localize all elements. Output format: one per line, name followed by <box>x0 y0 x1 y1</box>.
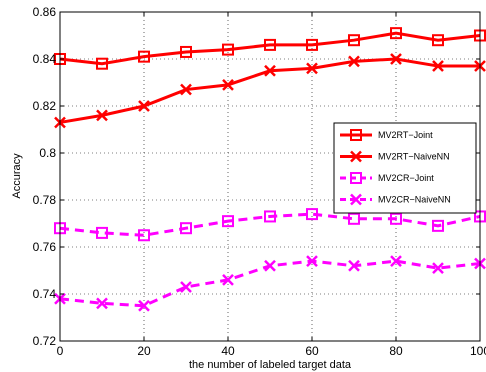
data-point-x-marker <box>350 193 362 206</box>
data-point-square-marker <box>390 27 402 40</box>
data-point-square-marker <box>350 129 362 141</box>
series-0 <box>54 27 486 70</box>
data-point-square-marker <box>138 50 150 63</box>
legend-item: MV2CR−NaiveNN <box>340 193 451 206</box>
data-point-x-marker <box>180 83 192 96</box>
data-point-x-marker <box>264 64 276 77</box>
data-point-square-marker <box>350 172 362 184</box>
data-point-x-marker <box>306 255 318 267</box>
data-point-square-marker <box>222 215 234 228</box>
data-point-square-marker <box>264 210 276 223</box>
data-point-x-marker <box>264 259 276 272</box>
x-axis-label: the number of labeled target data <box>189 359 352 371</box>
data-point-square-marker <box>96 226 108 239</box>
data-point-square-marker <box>180 45 192 58</box>
data-point-x-marker <box>96 109 108 122</box>
legend: MV2RT−Joint MV2RT−NaiveNN MV2CR−Joint MV2CR… <box>333 122 477 214</box>
data-point-x-marker <box>138 100 150 112</box>
series-line <box>59 31 481 66</box>
data-point-x-marker <box>222 274 234 286</box>
legend-label: MV2RT−Joint <box>378 130 433 140</box>
series-layer <box>54 27 486 312</box>
data-point-x-marker <box>348 55 360 68</box>
y-tick-label: 0.8 <box>39 146 56 160</box>
data-point-square-marker <box>432 219 444 232</box>
data-point-x-marker <box>350 150 362 163</box>
x-tick-label: 100 <box>470 344 486 358</box>
data-point-x-marker <box>306 62 318 75</box>
y-tick-label: 0.82 <box>33 99 57 113</box>
legend-label: MV2RT−NaiveNN <box>378 152 450 162</box>
legend-label: MV2CR−Joint <box>378 173 434 183</box>
data-point-square-marker <box>432 34 444 47</box>
legend-item: MV2RT−Joint <box>340 129 433 141</box>
y-tick-label: 0.86 <box>33 5 57 19</box>
legend-item: MV2RT−NaiveNN <box>340 150 450 163</box>
data-point-x-marker <box>348 259 360 272</box>
data-point-square-marker <box>306 208 318 221</box>
x-tick-label: 40 <box>221 344 235 358</box>
data-point-x-marker <box>138 299 150 312</box>
y-tick-label: 0.76 <box>33 240 57 254</box>
axis-ticks: 0 20 40 60 80 100 0.72 0.74 0.76 0.78 0.8 0.82 0.84 0… <box>33 5 486 358</box>
x-tick-label: 60 <box>305 344 319 358</box>
data-point-square-marker <box>348 212 360 225</box>
x-tick-label: 80 <box>389 344 403 358</box>
data-point-square-marker <box>306 38 318 51</box>
data-point-x-marker <box>390 255 402 267</box>
legend-item: MV2CR−Joint <box>340 172 434 184</box>
data-point-x-marker <box>432 60 444 72</box>
data-point-square-marker <box>222 43 234 56</box>
y-tick-label: 0.72 <box>33 334 57 348</box>
legend-label: MV2CR−NaiveNN <box>378 195 451 205</box>
data-point-square-marker <box>96 57 108 70</box>
data-point-square-marker <box>348 34 360 47</box>
x-tick-label: 20 <box>137 344 151 358</box>
data-point-x-marker <box>390 53 402 65</box>
y-tick-label: 0.74 <box>33 287 57 301</box>
data-point-square-marker <box>180 222 192 235</box>
series-line <box>59 212 481 237</box>
data-point-square-marker <box>390 212 402 225</box>
data-point-square-marker <box>264 38 276 51</box>
y-tick-label: 0.84 <box>33 52 57 66</box>
data-point-x-marker <box>180 281 192 293</box>
data-point-square-marker <box>138 229 150 242</box>
data-point-x-marker <box>96 297 108 310</box>
data-point-x-marker <box>222 78 234 91</box>
series-1 <box>54 53 486 129</box>
data-point-x-marker <box>432 262 444 275</box>
y-axis-label: Accuracy <box>11 153 23 199</box>
x-tick-label: 0 <box>57 344 64 358</box>
plot-frame <box>59 11 481 342</box>
y-tick-label: 0.78 <box>33 193 57 207</box>
